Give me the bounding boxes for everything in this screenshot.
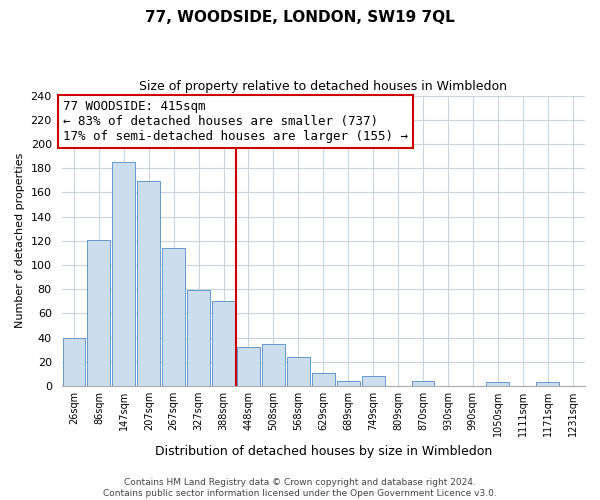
Bar <box>112 162 136 386</box>
Bar <box>62 338 85 386</box>
Bar <box>536 382 559 386</box>
Bar <box>237 347 260 386</box>
Text: Contains HM Land Registry data © Crown copyright and database right 2024.
Contai: Contains HM Land Registry data © Crown c… <box>103 478 497 498</box>
Bar <box>287 357 310 386</box>
Bar <box>312 372 335 386</box>
Bar <box>162 248 185 386</box>
Bar <box>212 301 235 386</box>
Bar <box>262 344 285 386</box>
Bar <box>362 376 385 386</box>
Y-axis label: Number of detached properties: Number of detached properties <box>15 153 25 328</box>
Bar <box>486 382 509 386</box>
Bar <box>187 290 210 386</box>
Bar <box>337 381 359 386</box>
Bar <box>137 182 160 386</box>
Bar <box>412 381 434 386</box>
Text: 77, WOODSIDE, LONDON, SW19 7QL: 77, WOODSIDE, LONDON, SW19 7QL <box>145 10 455 25</box>
Bar <box>88 240 110 386</box>
X-axis label: Distribution of detached houses by size in Wimbledon: Distribution of detached houses by size … <box>155 444 492 458</box>
Title: Size of property relative to detached houses in Wimbledon: Size of property relative to detached ho… <box>139 80 507 93</box>
Text: 77 WOODSIDE: 415sqm
← 83% of detached houses are smaller (737)
17% of semi-detac: 77 WOODSIDE: 415sqm ← 83% of detached ho… <box>63 100 408 144</box>
